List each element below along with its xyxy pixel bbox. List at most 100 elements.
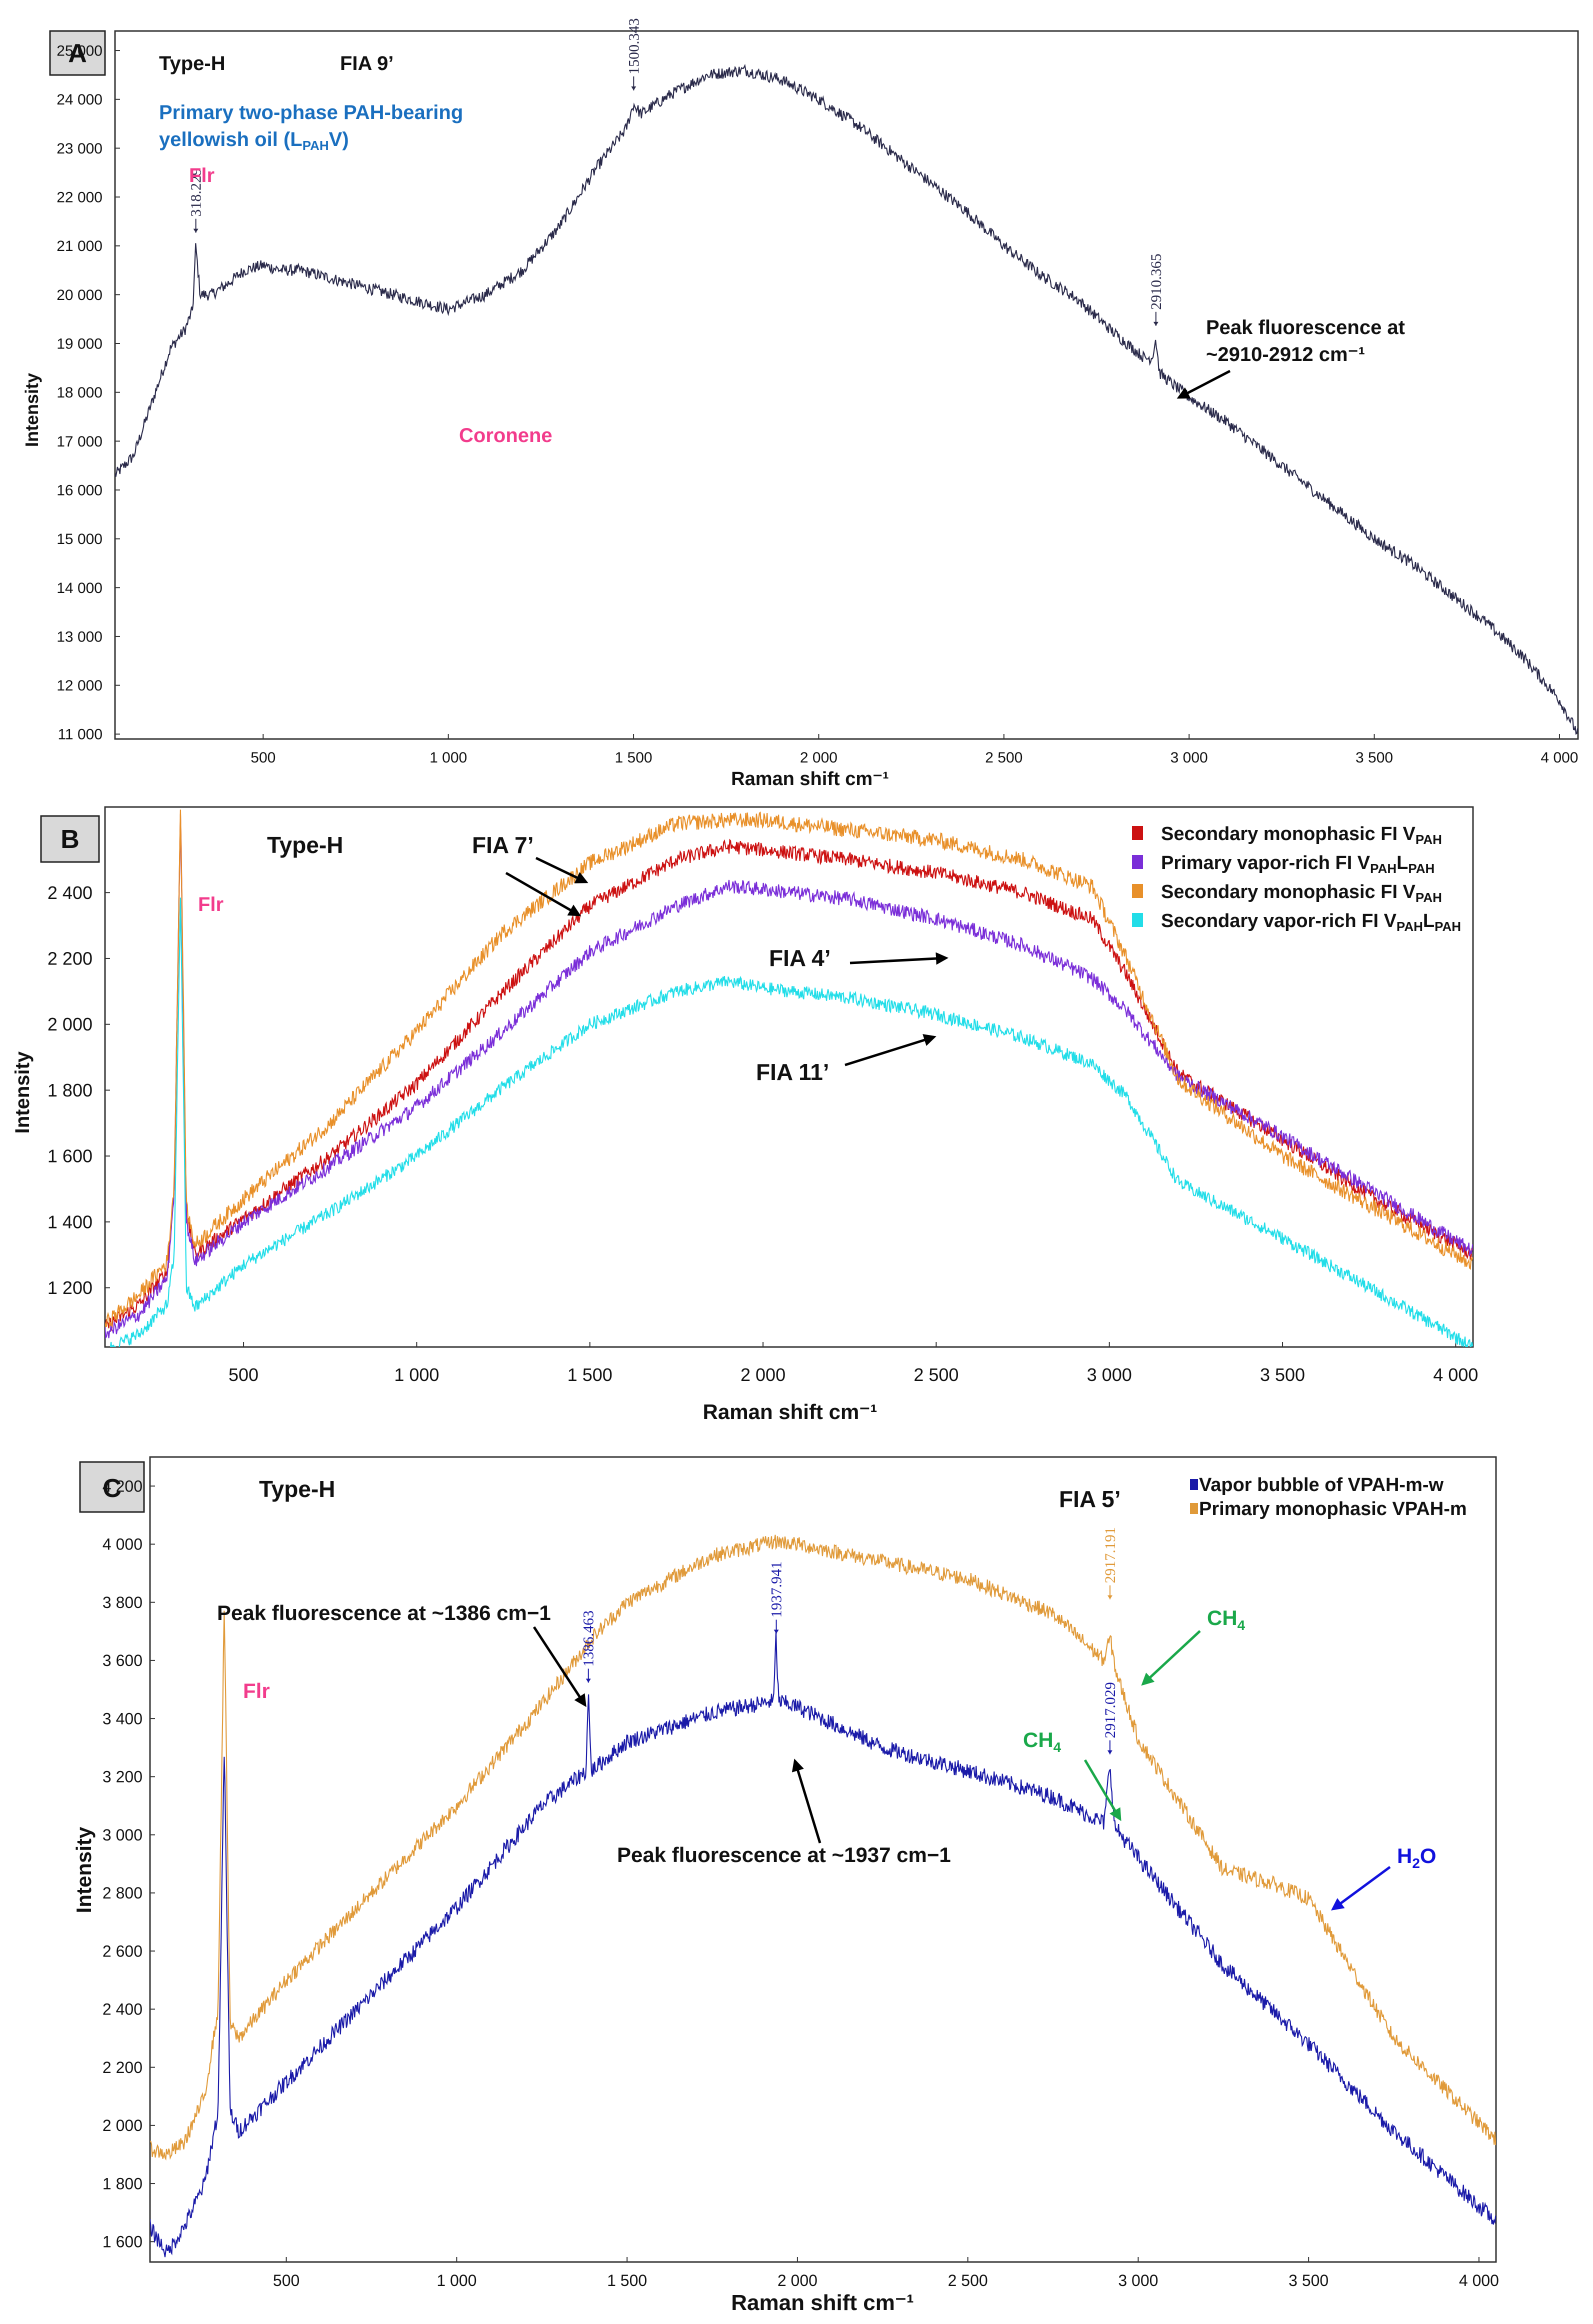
panel-a-desc-line2: yellowish oil (LPAHV) (159, 128, 349, 153)
panel-a-xlabel: Raman shift cm⁻¹ (731, 768, 889, 790)
panel-c-legend-marker-orange (1190, 1503, 1198, 1514)
panel-a-ytick-label: 25 000 (56, 43, 102, 60)
panel-a-letter: A (68, 39, 87, 68)
panel-b-xtick-label: 1 500 (568, 1364, 612, 1385)
panel-a-desc-line1: Primary two-phase PAH-bearing (159, 102, 463, 124)
panel-c-ytick-label: 1 600 (102, 2233, 142, 2251)
panel-c-ch4-lower-main: CH (1023, 1728, 1054, 1752)
panel-c-legend-text-orange: Primary monophasic VPAH-m (1199, 1498, 1467, 1520)
panel-a-ytick-label: 23 000 (56, 140, 102, 157)
panel-a-yticks: 11 000 12 000 13 000 14 000 15 000 16 000 17 0… (56, 43, 120, 743)
panel-c-ytick-label: 3 600 (102, 1652, 142, 1670)
panel-c-peak1937-arrow (792, 1758, 822, 1844)
panel-c-ytick-label: 3 000 (102, 1826, 142, 1844)
panel-b-fia7-arrow-2 (505, 872, 582, 916)
panel-a-xtick-label: 2 500 (985, 750, 1022, 766)
panel-c-ytick-label: 1 800 (102, 2174, 142, 2192)
panel-a-ytick-label: 13 000 (56, 628, 102, 645)
panel-a-peak-labels: 318.229 1500.343 2910.365 (188, 18, 1164, 326)
panel-b: B 1 200 1 400 1 600 1 800 2 000 2 200 2 400 50… (12, 806, 1478, 1424)
panel-b-fia11-arrow (844, 1034, 936, 1066)
panel-c-ytick-label: 4 200 (102, 1477, 142, 1495)
panel-c: C 1 600 1 800 2 000 2 200 2 400 2 600 2 800 3 0… (72, 1456, 1499, 2315)
panel-c-xtick-label: 500 (273, 2272, 300, 2290)
panel-c-ylabel: Intensity (72, 1826, 96, 1913)
panel-a-type-label: Type-H (159, 52, 226, 74)
panel-c-yticks: 1 600 1 800 2 000 2 200 2 400 2 600 2 800 3 000… (102, 1477, 155, 2251)
panel-c-ytick-label: 2 800 (102, 1884, 142, 1902)
panel-c-fia-label: FIA 5’ (1059, 1486, 1121, 1512)
panel-a-peak-text2: ~2910-2912 cm⁻¹ (1206, 344, 1365, 366)
panel-c-xtick-label: 2 500 (948, 2272, 988, 2290)
panel-a: A 11 000 12 000 13 000 14 000 15 000 16 000 17… (22, 18, 1579, 790)
panel-a-ytick-label: 12 000 (56, 678, 102, 694)
panel-c-ytick-label: 3 800 (102, 1594, 142, 1612)
panel-b-legend-text-purple: Primary vapor-rich FI VPAHLPAH (1161, 852, 1434, 876)
panel-c-ch4-upper-main: CH (1207, 1606, 1238, 1630)
panel-b-legend: Secondary monophasic FI VPAH Primary vap… (1132, 824, 1461, 934)
panel-c-peak-arrowhead-2 (1107, 1595, 1112, 1600)
panel-c-peak1386-arrow (532, 1626, 586, 1708)
panel-c-peak1386-text: Peak fluorescence at ~1386 cm−1 (217, 1601, 551, 1624)
panel-c-legend-text-blue: Vapor bubble of VPAH-m-w (1199, 1474, 1444, 1496)
panel-a-flr-label: Flr (189, 164, 214, 186)
panel-b-series (105, 810, 1473, 1347)
panel-b-legend-marker-cyan (1132, 913, 1143, 927)
panel-c-ytick-label: 3 400 (102, 1710, 142, 1728)
panel-c-xtick-label: 1 500 (607, 2272, 647, 2290)
panel-a-series (115, 64, 1578, 735)
panel-a-peak-arrow (1176, 370, 1231, 399)
panel-a-peak-arrowhead-1 (631, 86, 636, 90)
panel-c-legend-marker-blue (1190, 1479, 1198, 1490)
panel-c-ytick-label: 2 200 (102, 2058, 142, 2076)
panel-c-xtick-label: 1 000 (436, 2272, 476, 2290)
panel-a-peak-arrowhead-0 (193, 228, 198, 233)
panel-c-h2o-sub: 2 (1412, 1856, 1420, 1871)
panel-a-series-line-0 (115, 64, 1578, 735)
panel-a-peak-label-1: 1500.343 (626, 18, 642, 74)
panel-c-flr-label: Flr (243, 1679, 270, 1702)
panel-b-letter: B (60, 825, 80, 854)
panel-c-h2o: H2O (1397, 1844, 1436, 1871)
panel-a-ytick-label: 18 000 (56, 384, 102, 401)
panel-b-ytick-label: 1 200 (48, 1278, 92, 1298)
panel-b-xtick-label: 500 (228, 1364, 258, 1385)
panel-c-series (150, 1534, 1496, 2258)
panel-b-fia7-label: FIA 7’ (472, 832, 534, 858)
panel-b-xtick-label: 2 000 (740, 1364, 786, 1385)
panel-b-xticks: 500 1 000 1 500 2 000 2 500 3 000 3 500 4 000 (228, 1342, 1478, 1385)
panel-c-ytick-label: 3 200 (102, 1768, 142, 1786)
panel-c-peak-arrowhead-0 (586, 1678, 591, 1683)
panel-c-xtick-label: 3 500 (1288, 2272, 1328, 2290)
panel-c-xtick-label: 2 000 (778, 2272, 818, 2290)
panel-b-ytick-label: 1 600 (48, 1146, 92, 1166)
panel-b-fia11-label: FIA 11’ (756, 1059, 830, 1085)
panel-a-peak-text1: Peak fluorescence at (1206, 316, 1405, 338)
panel-a-xtick-label: 500 (250, 750, 276, 766)
panel-b-ytick-label: 2 000 (48, 1014, 92, 1034)
panel-a-xtick-label: 1 000 (430, 750, 467, 766)
panel-c-frame (149, 1456, 1497, 2263)
panel-a-desc-line2-sub: PAH (302, 138, 329, 153)
panel-a-ytick-label: 14 000 (56, 580, 102, 596)
panel-b-series-line-0 (105, 814, 1473, 1332)
panel-c-peak1937-text: Peak fluorescence at ~1937 cm−1 (617, 1843, 951, 1866)
panel-b-xtick-label: 1 000 (394, 1364, 439, 1385)
panel-b-yticks: 1 200 1 400 1 600 1 800 2 000 2 200 2 400 (48, 882, 110, 1298)
panel-b-series-line-1 (105, 820, 1473, 1340)
panel-c-peak-labels: 1386.463 1937.941 2917.191 2917.029 (580, 1527, 1118, 1754)
panel-c-legend: Vapor bubble of VPAH-m-w Primary monopha… (1190, 1474, 1467, 1520)
panel-c-ch4-lower-arrow (1084, 1759, 1122, 1822)
panel-a-ytick-label: 19 000 (56, 336, 102, 352)
panel-a-xtick-label: 4 000 (1540, 750, 1578, 766)
panel-c-ytick-label: 2 600 (102, 1942, 142, 1960)
panel-a-xticks: 500 1 000 1 500 2 000 2 500 3 000 3 500 4 000 (250, 734, 1578, 766)
panel-a-xtick-label: 3 500 (1356, 750, 1393, 766)
panel-c-ch4-upper-arrow (1141, 1630, 1201, 1686)
panel-b-ytick-label: 1 400 (48, 1212, 92, 1232)
panel-a-desc-line2-post: V) (329, 128, 349, 150)
panel-a-frame (114, 30, 1579, 740)
panel-c-h2o-main: H (1397, 1844, 1412, 1868)
panel-b-type-label: Type-H (267, 832, 344, 858)
